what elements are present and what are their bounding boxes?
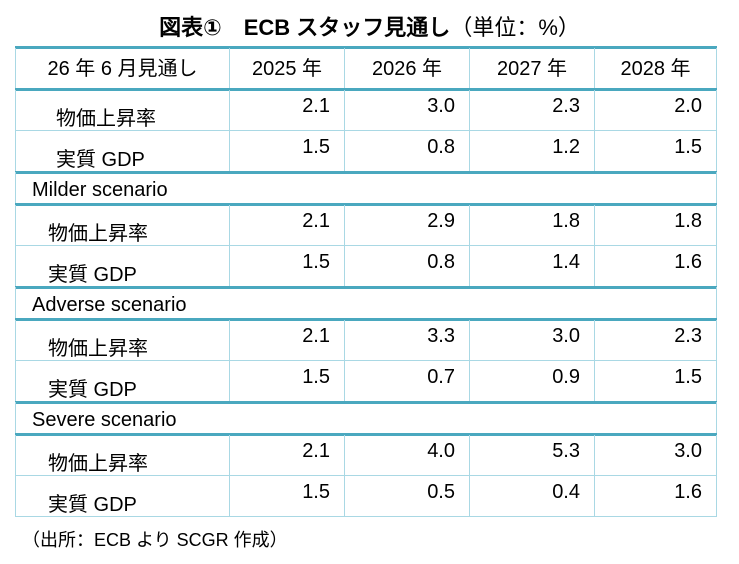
value-cell: 0.5: [345, 476, 470, 517]
thick-rule: [15, 88, 717, 91]
header-cell: 2025 年: [230, 48, 345, 90]
section-label: Severe scenario: [15, 402, 717, 435]
value-cell: 1.5: [230, 361, 345, 402]
value-cell: 0.7: [345, 361, 470, 402]
thick-rule: [15, 203, 717, 206]
title-line: 図表① ECB スタッフ見通し（単位：%）: [0, 10, 739, 42]
thick-rule: [15, 171, 717, 174]
section-label: Milder scenario: [15, 172, 717, 205]
value-cell: 1.5: [595, 361, 717, 402]
value-cell: 1.5: [230, 131, 345, 172]
value-cell: 4.0: [345, 435, 470, 476]
thick-rule: [15, 318, 717, 321]
value-cell: 1.8: [595, 205, 717, 246]
row-label: 実質 GDP: [15, 246, 230, 287]
thick-rule: [15, 433, 717, 436]
value-cell: 3.3: [345, 320, 470, 361]
value-cell: 2.3: [470, 90, 595, 131]
section-label: Adverse scenario: [15, 287, 717, 320]
value-cell: 1.5: [595, 131, 717, 172]
value-cell: 2.3: [595, 320, 717, 361]
row-label: 物価上昇率: [15, 90, 230, 131]
row-label: 物価上昇率: [15, 320, 230, 361]
value-cell: 3.0: [595, 435, 717, 476]
value-cell: 0.8: [345, 131, 470, 172]
value-cell: 2.1: [230, 435, 345, 476]
value-cell: 2.9: [345, 205, 470, 246]
value-cell: 5.3: [470, 435, 595, 476]
value-cell: 1.8: [470, 205, 595, 246]
row-label: 物価上昇率: [15, 435, 230, 476]
value-cell: 1.2: [470, 131, 595, 172]
thick-rule: [15, 46, 717, 49]
row-label: 物価上昇率: [15, 205, 230, 246]
header-cell: 26 年 6 月見通し: [15, 48, 230, 90]
value-cell: 1.6: [595, 476, 717, 517]
row-label: 実質 GDP: [15, 476, 230, 517]
value-cell: 3.0: [470, 320, 595, 361]
value-cell: 1.6: [595, 246, 717, 287]
unit: （単位：%）: [450, 15, 580, 40]
value-cell: 3.0: [345, 90, 470, 131]
value-cell: 2.1: [230, 205, 345, 246]
value-cell: 0.4: [470, 476, 595, 517]
thick-rule: [15, 401, 717, 404]
title: 図表① ECB スタッフ見通し: [159, 15, 451, 40]
value-cell: 1.5: [230, 246, 345, 287]
thick-rule: [15, 286, 717, 289]
value-cell: 2.1: [230, 90, 345, 131]
header-cell: 2027 年: [470, 48, 595, 90]
value-cell: 2.0: [595, 90, 717, 131]
row-label: 実質 GDP: [15, 361, 230, 402]
value-cell: 2.1: [230, 320, 345, 361]
value-cell: 1.4: [470, 246, 595, 287]
value-cell: 0.9: [470, 361, 595, 402]
row-label: 実質 GDP: [15, 131, 230, 172]
value-cell: 1.5: [230, 476, 345, 517]
header-cell: 2026 年: [345, 48, 470, 90]
header-cell: 2028 年: [595, 48, 717, 90]
source: （出所：ECB より SCGR 作成）: [22, 530, 288, 550]
value-cell: 0.8: [345, 246, 470, 287]
